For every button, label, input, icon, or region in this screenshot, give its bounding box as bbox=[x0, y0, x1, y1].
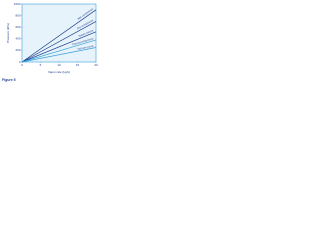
y-tick-label: 400 bbox=[15, 37, 20, 41]
x-tick-label: 0 bbox=[21, 63, 23, 67]
series-line bbox=[21, 31, 97, 63]
y-tick-label: 600 bbox=[15, 25, 20, 29]
caption: Figure 5 bbox=[2, 78, 16, 82]
line-label: Steam ejector bbox=[78, 28, 94, 38]
plot-area bbox=[21, 3, 97, 63]
series-line bbox=[21, 39, 97, 63]
y-tick-label: 0 bbox=[19, 60, 21, 64]
chart: Pressure (kPa) Vapor rate (kg/s) Figure … bbox=[2, 2, 98, 82]
y-tick-label: 1000 bbox=[14, 2, 21, 6]
line-label: Thermocompressor bbox=[71, 36, 94, 46]
y-tick-label: 800 bbox=[15, 13, 20, 17]
series-line bbox=[21, 9, 97, 63]
series-line bbox=[21, 47, 97, 63]
x-tick-label: 10 bbox=[57, 63, 61, 67]
y-axis-label: Pressure (kPa) bbox=[6, 23, 10, 43]
x-tick-label: 20 bbox=[94, 63, 98, 67]
x-tick-label: 5 bbox=[40, 63, 42, 67]
y-tick-label: 200 bbox=[15, 48, 20, 52]
x-tick-label: 15 bbox=[76, 63, 80, 67]
series-line bbox=[21, 21, 97, 63]
line-label: Vacuum pump bbox=[77, 44, 95, 51]
x-axis-label: Vapor rate (kg/s) bbox=[48, 70, 70, 74]
